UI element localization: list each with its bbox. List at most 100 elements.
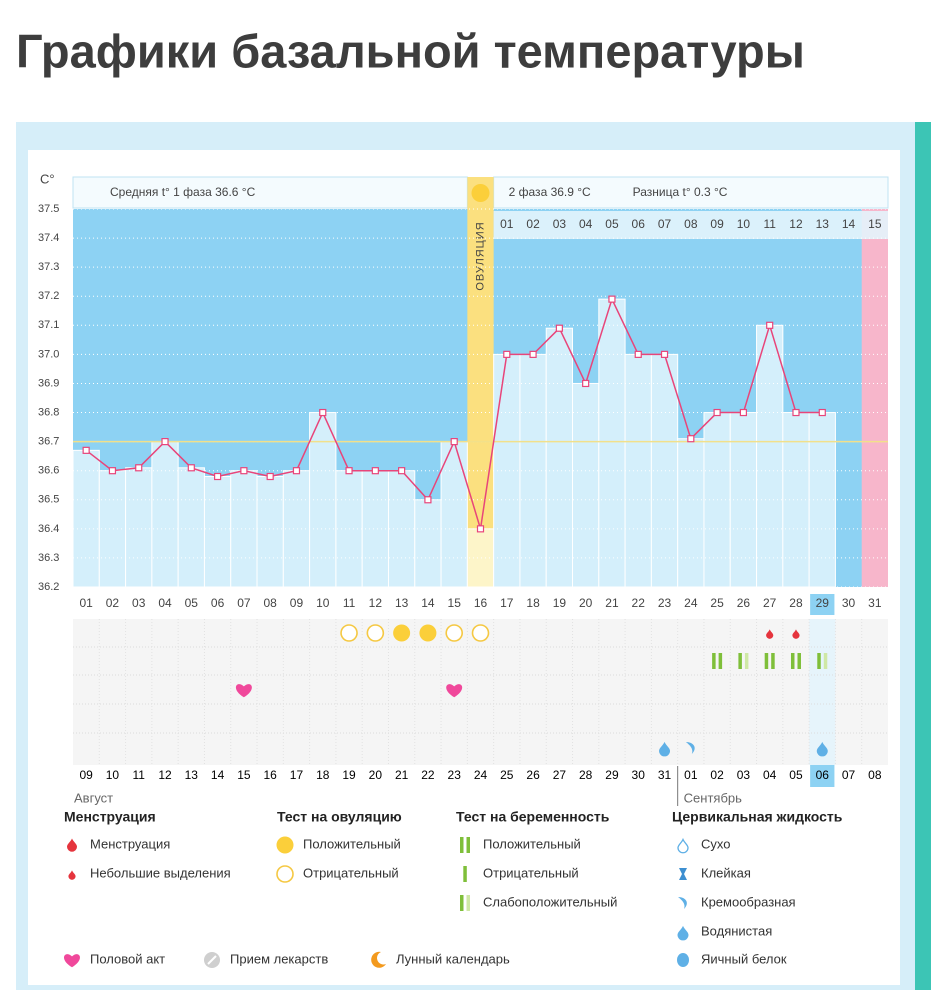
cycle-day-label: 16 <box>474 596 488 610</box>
phase2-day-label: 05 <box>605 217 619 231</box>
cycle-day-label: 30 <box>842 596 856 610</box>
legend-item: Отрицательный <box>483 865 579 880</box>
y-tick-label: 37.0 <box>38 348 59 360</box>
phase2-day-label: 11 <box>763 217 776 231</box>
test-stripe <box>712 653 716 669</box>
test-stripe <box>797 653 801 669</box>
date-label: 30 <box>632 768 646 782</box>
temperature-bar <box>151 441 179 588</box>
today-column-highlight <box>809 619 836 765</box>
cycle-day-label: 19 <box>553 596 567 610</box>
test-stripe <box>744 653 749 669</box>
temperature-bar <box>177 467 205 588</box>
date-label: 25 <box>500 768 514 782</box>
phase2-day-label: 10 <box>737 217 751 231</box>
pregnancy-positive-icon <box>712 653 723 669</box>
temperature-point <box>739 408 748 417</box>
ovulation-label: ОВУЛЯЦИЯ <box>474 221 486 290</box>
intercourse-icon <box>235 684 252 698</box>
legend-item: Небольшие выделения <box>90 865 231 880</box>
test-stripe <box>463 866 467 882</box>
pill-line <box>207 955 217 965</box>
ovulation-negative-icon <box>366 624 385 642</box>
date-label: 16 <box>263 768 277 782</box>
date-label: 05 <box>789 768 803 782</box>
date-label: 22 <box>421 768 435 782</box>
test-stripe <box>823 653 828 669</box>
cycle-day-label: 18 <box>526 596 540 610</box>
temperature-point <box>187 464 195 472</box>
temperature-point <box>135 464 143 472</box>
legend-item: Водянистая <box>701 923 772 938</box>
cycle-day-label: 10 <box>316 596 330 610</box>
cycle-day-label: 17 <box>500 596 514 610</box>
symbol-area <box>73 619 888 765</box>
temperature-point <box>450 438 458 446</box>
temperature-point <box>660 350 669 358</box>
test-stripe <box>466 837 470 853</box>
temperature-bar <box>125 467 153 588</box>
cycle-day-label: 01 <box>79 596 93 610</box>
temperature-point <box>503 350 511 358</box>
phase2-day-row <box>493 211 888 239</box>
temperature-point <box>240 467 248 475</box>
date-label: 03 <box>737 768 751 782</box>
date-label: 29 <box>605 768 619 782</box>
temperature-point <box>818 408 826 417</box>
date-label: 02 <box>710 768 724 782</box>
cycle-day-label: 02 <box>106 596 120 610</box>
phase2-day-label: 09 <box>710 217 724 231</box>
cycle-day-label: 31 <box>868 596 882 610</box>
date-label: 15 <box>237 768 251 782</box>
temperature-point <box>292 467 301 475</box>
watery-icon <box>659 741 671 757</box>
cycle-day-label: 22 <box>632 596 646 610</box>
cycle-day-label: 09 <box>290 596 304 610</box>
date-label: 01 <box>684 768 698 782</box>
temperature-point <box>476 525 485 533</box>
temperature-point <box>371 467 379 475</box>
temperature-bar <box>677 438 705 588</box>
temperature-point <box>424 496 432 504</box>
creamy-icon <box>678 897 687 909</box>
date-label: 21 <box>395 768 409 782</box>
today-date-highlight <box>810 765 835 787</box>
date-label: 07 <box>842 768 856 782</box>
temperature-point <box>766 321 774 329</box>
temperature-point <box>108 467 117 475</box>
temperature-bar <box>598 298 626 588</box>
y-tick-label: 37.3 <box>38 261 59 273</box>
date-label: 17 <box>290 768 304 782</box>
legend-title: Тест на овуляцию <box>277 809 402 825</box>
temperature-point <box>792 408 800 417</box>
cycle-day-label: 28 <box>789 596 803 610</box>
test-stripe <box>771 653 775 669</box>
legend-item: Прием лекарств <box>230 951 328 966</box>
period-column <box>861 209 888 587</box>
cycle-day-label: 12 <box>369 596 383 610</box>
test-stripe <box>738 653 742 669</box>
legend-title: Тест на беременность <box>456 809 610 825</box>
phase2-day-label: 03 <box>553 217 567 231</box>
phase1-box <box>72 176 468 209</box>
pregnancy-weak-icon <box>460 895 470 911</box>
phase2-day-label: 07 <box>658 217 672 231</box>
watery-icon <box>816 741 828 757</box>
test-stripe <box>790 653 795 669</box>
date-label: 13 <box>185 768 199 782</box>
cycle-day-label: 06 <box>211 596 225 610</box>
temperature-point <box>687 435 695 443</box>
ovulation-positive-icon <box>419 624 437 642</box>
temperature-point <box>582 379 590 388</box>
spotting-icon <box>792 629 800 639</box>
test-stripe <box>764 653 769 669</box>
ovulation-positive-icon <box>276 836 294 854</box>
temperature-point <box>82 446 90 454</box>
temperature-point <box>345 467 353 475</box>
y-axis-label: C° <box>40 171 55 186</box>
ovulation-negative-icon <box>471 624 490 642</box>
month-label: Август <box>74 790 113 805</box>
cycle-day-label: 03 <box>132 596 146 610</box>
date-label: 27 <box>553 768 567 782</box>
